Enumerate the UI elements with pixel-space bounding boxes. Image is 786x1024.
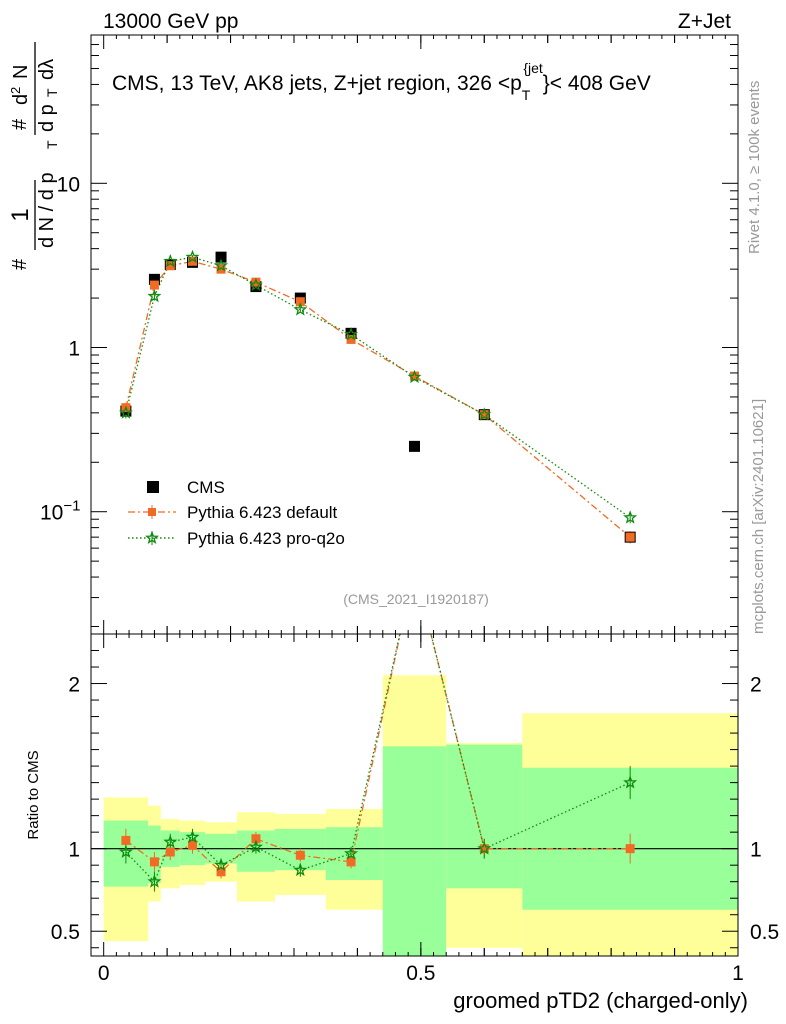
ratio-point-proq2o [344,846,359,860]
data-point-default [479,410,489,420]
legend-label-proq2o: Pythia 6.423 pro-q2o [187,529,345,548]
data-point-proq2o [623,510,638,524]
ratio-point-default [216,867,226,877]
data-point-cms [345,327,357,339]
ratio-point-proq2o [147,874,162,888]
legend-marker-proq2o [145,530,159,544]
ratio-point-default [346,857,356,867]
ratio-point-proq2o [409,562,419,572]
data-point-proq2o [185,249,200,264]
ratio-y-tick-label-right: 2 [750,674,762,697]
main-plot-area [118,249,638,544]
ratio-y-tick-label-left: 2 [68,674,80,697]
y-title-d: d [10,94,32,105]
rivet-version-label: Rivet 4.1.0, ≥ 100k events [746,81,763,254]
ratio-point-proq2o [118,844,133,858]
ratio-point-default [121,835,131,845]
y-title-hash-2: # [9,118,31,130]
y-tick-label: 10−1 [40,498,80,525]
ratio-y-axis-title: Ratio to CMS [25,750,42,839]
ratio-point-default [149,857,159,867]
ratio-y-tick-label-right: 1 [750,839,762,862]
legend-label-cms: CMS [187,478,225,497]
legend-label-default: Pythia 6.423 default [187,503,338,522]
data-point-default [295,297,305,307]
ratio-point-default [295,850,305,860]
ratio-point-default [165,847,175,857]
process-label: Z+Jet [678,10,731,33]
energy-label: 13000 GeV pp [103,10,238,33]
y-title-t2: T [44,88,60,97]
ratio-y-tick-label-left: 0.5 [51,921,80,944]
data-point-cms [148,273,160,285]
y-title-dlambda: dλ [36,59,58,80]
x-tick-label: 1 [732,962,744,985]
y-tick-label: 10 [57,173,80,196]
y-title-dp: d p [36,104,58,132]
x-axis-title: groomed pTD2 (charged-only) [453,988,748,1013]
ratio-y-tick-label-left: 1 [68,839,80,862]
y-title-two: 2 [8,87,23,94]
y-title-t: T [44,140,60,149]
data-point-proq2o [407,369,422,384]
y-tick-label: 1 [68,338,80,361]
ratio-panel-frame [90,633,739,957]
ratio-bands [103,675,738,956]
data-point-default [625,532,635,542]
uncertainty-band-green [382,746,447,956]
reference-label: (CMS_2021_I1920187) [343,591,489,607]
ratio-point-default [479,844,489,854]
ratio-point-proq2o [163,834,178,849]
y-title-hash-1: # [9,258,31,270]
legend-marker-default [148,508,156,516]
data-point-cms [215,251,227,263]
data-point-default [165,261,175,271]
ratio-point-default [187,840,197,850]
data-point-proq2o [248,277,263,292]
x-tick-label: 0 [98,962,110,985]
data-point-proq2o [344,327,359,341]
ratio-point-proq2o [293,862,308,877]
data-point-proq2o [477,407,492,421]
main-y-axis-title: # 1 d N / d p T # d 2 N d p T dλ [7,42,60,270]
y-title-n: N [10,65,32,79]
ratio-point-default [251,834,261,844]
uncertainty-band-green [446,744,523,889]
mcplots-label: mcplots.cern.ch [arXiv:2401.10621] [750,399,767,634]
data-point-default [346,334,356,344]
data-point-proq2o [118,405,133,419]
ratio-point-proq2o [185,829,200,844]
data-point-default [216,264,226,274]
ratio-line-default [125,634,631,873]
data-point-default [251,277,261,287]
data-point-proq2o [214,258,229,272]
data-point-proq2o [293,302,308,316]
ratio-point-proq2o [477,841,492,855]
data-point-default [410,371,419,381]
legend-marker-cms [147,481,159,493]
data-point-default [187,256,197,266]
x-tick-label: 0.5 [406,962,435,985]
ratio-axis-ticks: 2 2 1 1 0.5 0.5 0 0.5 1 [51,634,779,985]
data-point-proq2o [163,253,178,268]
legend: CMS Pythia 6.423 default Pythia 6.423 pr… [128,478,345,548]
ratio-point-proq2o [214,857,229,872]
data-point-cms [409,440,420,452]
data-point-default [149,280,159,290]
ratio-point-proq2o [248,839,263,853]
ratio-point-default [410,563,419,572]
ratio-y-tick-label-right: 0.5 [750,921,779,944]
ratio-point-default [625,844,635,854]
y-title-dn: d N / d p [36,172,58,248]
ratio-point-proq2o [623,775,638,789]
series-line-proq2o [125,256,631,519]
chart-title: CMS, 13 TeV, AK8 jets, Z+jet region, 326… [112,60,651,103]
data-point-proq2o [147,288,162,303]
y-title-one: 1 [7,208,34,221]
ratio-plot-area [91,562,738,892]
